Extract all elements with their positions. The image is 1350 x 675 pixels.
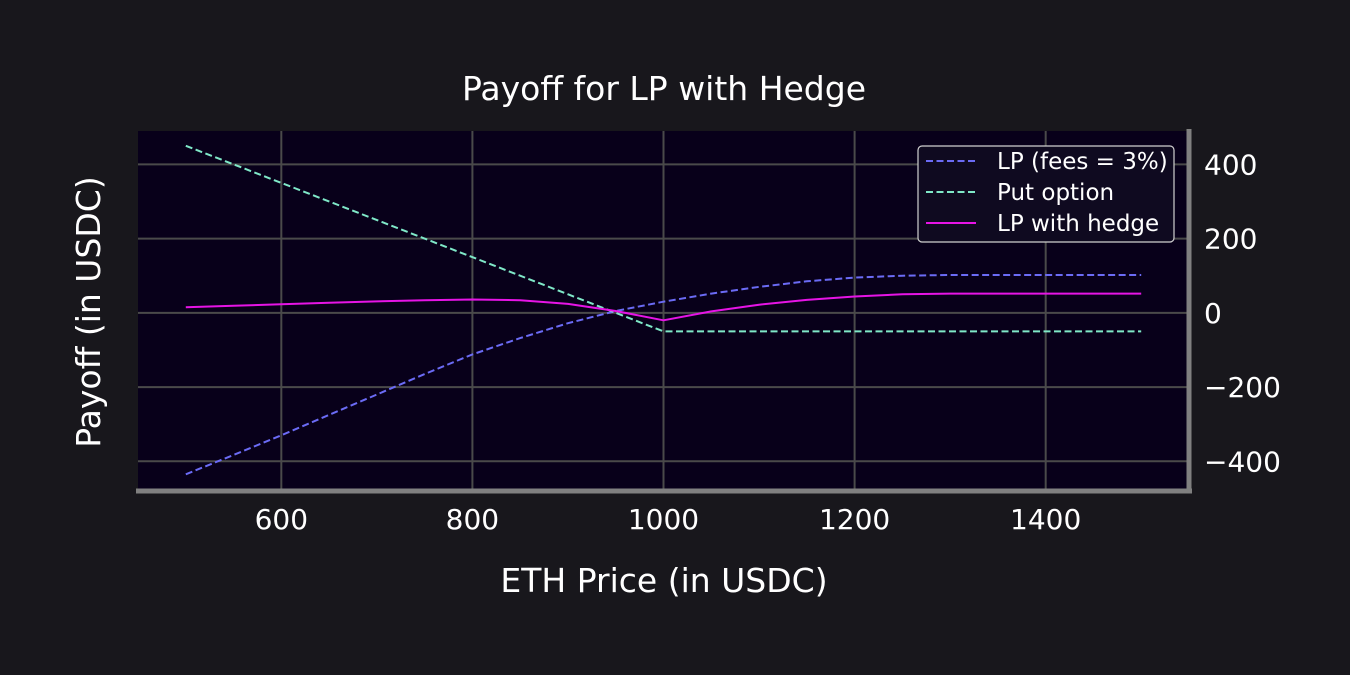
- x-tick-label: 1000: [628, 503, 699, 536]
- legend-label-hedge: LP with hedge: [997, 211, 1159, 237]
- tick-labels: 600 800 1000 1200 1400 −400 −200 0 200 400: [255, 148, 1281, 536]
- y-axis-label: Payoff (in USDC): [69, 176, 108, 447]
- series-line-lp: [185, 274, 1142, 476]
- x-tick-label: 1400: [1010, 503, 1081, 536]
- x-axis-label: ETH Price (in USDC): [500, 561, 827, 600]
- series-lines: [185, 144, 1142, 476]
- y-tick-label: −200: [1204, 371, 1281, 404]
- x-tick-label: 1200: [819, 503, 890, 536]
- legend: LP (fees = 3%) Put option LP with hedge: [917, 145, 1175, 243]
- y-tick-label: 200: [1204, 223, 1257, 256]
- y-tick-label: 400: [1204, 148, 1257, 181]
- axis-spines: [136, 129, 1192, 494]
- legend-box: [917, 145, 1175, 243]
- chart-title: Payoff for LP with Hedge: [462, 69, 866, 108]
- x-tick-label: 600: [255, 503, 308, 536]
- series-line-hedge: [185, 292, 1142, 322]
- x-tick-label: 800: [446, 503, 499, 536]
- y-tick-label: −400: [1204, 445, 1281, 478]
- legend-label-lp: LP (fees = 3%): [997, 149, 1168, 175]
- series-line-put: [185, 144, 1142, 333]
- legend-label-put: Put option: [997, 180, 1114, 206]
- y-tick-label: 0: [1204, 297, 1222, 330]
